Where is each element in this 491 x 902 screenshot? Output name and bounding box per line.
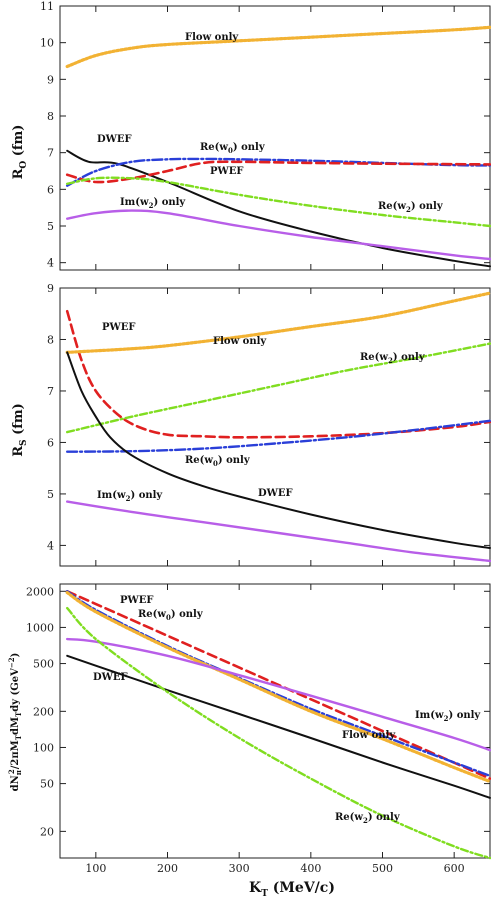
series-line-re-w2 (66, 606, 491, 860)
y-tick-label: 10 (40, 37, 54, 50)
y-tick-label: 4 (47, 257, 54, 270)
y-tick-label: 8 (47, 333, 54, 346)
y-tick-label: 11 (40, 0, 54, 13)
series-line-im-w2 (66, 637, 491, 752)
series-line-im-w2 (66, 209, 491, 261)
y-tick-label: 5 (47, 220, 54, 233)
x-tick-label: 400 (300, 862, 321, 875)
annotation-imw2-spectrum: Im(w2) only (415, 710, 481, 723)
y-tick-label: 4 (47, 539, 54, 552)
series-line-flow (65, 591, 491, 784)
y-tick-label: 1000 (26, 621, 54, 634)
y-tick-label: 2000 (26, 585, 54, 598)
annotation-imw2-rs: Im(w2) only (97, 490, 163, 503)
annotation-rew0-ro: Re(w0) only (200, 142, 266, 155)
y-tick-label: 7 (47, 385, 54, 398)
annotation-dwef-rs: DWEF (258, 488, 293, 499)
annotation-rew2-rs: Re(w2) only (360, 352, 426, 365)
annotation-flow-only-spectrum: Flow only (342, 730, 396, 741)
annotation-imw2-ro: Im(w2) only (120, 197, 186, 210)
panel-rs: 4 5 6 7 8 9 (47, 282, 491, 567)
series-line-flow (65, 25, 491, 69)
series-line-re-w2 (66, 176, 491, 228)
annotation-rew0-spectrum: Re(w0) only (138, 609, 204, 622)
annotation-dwef-spectrum: DWEF (93, 672, 128, 683)
series-line-im-w2 (66, 500, 491, 563)
annotation-rew2-spectrum: Re(w2) only (335, 812, 401, 825)
y-tick-label: 6 (47, 436, 54, 449)
xlabel: KT (MeV/c) (249, 880, 335, 899)
series-line-dwef (66, 351, 491, 549)
series-line-re-w0 (66, 590, 491, 778)
annotation-dwef-ro: DWEF (97, 134, 132, 145)
y-tick-label: 7 (47, 147, 54, 160)
series-line-pwef (65, 590, 491, 780)
x-tick-label: 600 (444, 862, 465, 875)
y-tick-label: 500 (33, 658, 54, 671)
ylabel-spectrum: dNπ2/2πMTdMTdy (GeV−2) (7, 653, 23, 792)
plot-frame (59, 5, 491, 271)
panel-spectrum: 20 50 100 200 500 1000 2000 100 200 300 400 500 600 (26, 583, 491, 875)
y-tick-label: 100 (33, 741, 54, 754)
series-line-re-w0 (66, 419, 491, 453)
plot-frame (59, 583, 491, 859)
y-tick-label: 5 (47, 488, 54, 501)
x-tick-label: 500 (372, 862, 393, 875)
annotation-pwef-ro: PWEF (210, 166, 243, 177)
y-tick-label: 50 (40, 778, 54, 791)
series-line-re-w0 (66, 157, 491, 187)
series-line-re-w2 (66, 342, 491, 434)
annotation-rew2-ro: Re(w2) only (378, 201, 444, 214)
ylabel-rs: RS (fm) (11, 403, 29, 457)
y-tick-label: 20 (40, 825, 54, 838)
annotation-rew0-rs: Re(w0) only (185, 455, 251, 468)
y-tick-label: 9 (47, 73, 54, 86)
series-line-flow (65, 291, 491, 354)
ylabel-ro: RO (fm) (11, 125, 29, 180)
series-line-pwef (65, 160, 491, 184)
y-tick-label: 9 (47, 282, 54, 295)
x-tick-label: 100 (85, 862, 106, 875)
annotation-pwef-spectrum: PWEF (120, 595, 153, 606)
series-line-dwef (66, 149, 491, 268)
panel-ro: 4 5 6 7 8 9 10 11 (40, 0, 491, 271)
y-tick-label: 8 (47, 110, 54, 123)
plot-frame (59, 287, 491, 567)
x-tick-label: 200 (157, 862, 178, 875)
y-tick-label: 6 (47, 183, 54, 196)
x-tick-label: 300 (229, 862, 250, 875)
annotation-flow-only-ro: Flow only (185, 32, 239, 43)
annotation-pwef-rs: PWEF (102, 322, 135, 333)
y-tick-label: 200 (33, 705, 54, 718)
annotation-flow-only-rs: Flow only (213, 336, 267, 347)
series-line-dwef (66, 654, 491, 799)
